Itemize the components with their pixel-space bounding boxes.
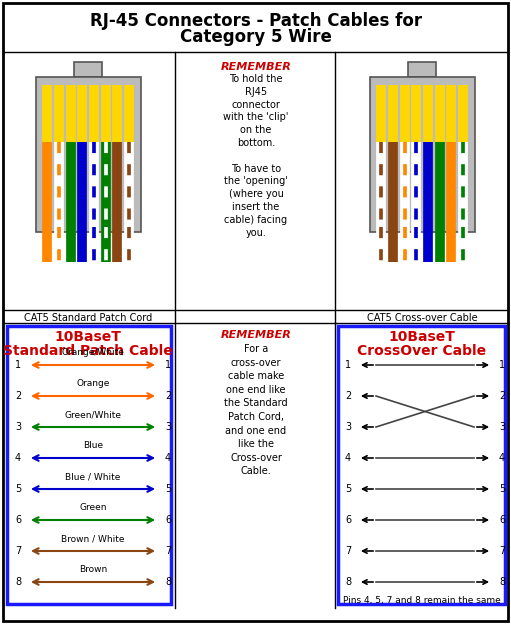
- Text: 5: 5: [165, 484, 171, 494]
- Text: Green: Green: [79, 503, 107, 512]
- Text: 5: 5: [345, 484, 351, 494]
- Bar: [338, 326, 505, 604]
- Bar: [7, 326, 171, 604]
- Text: To hold the
RJ45
connector
with the 'clip'
on the
bottom.

To have to
the 'openi: To hold the RJ45 connector with the 'cli…: [223, 74, 289, 238]
- Text: 7: 7: [165, 546, 171, 556]
- Text: REMEMBER: REMEMBER: [221, 62, 291, 72]
- Text: CAT5 Standard Patch Cord: CAT5 Standard Patch Cord: [24, 313, 152, 323]
- Text: 3: 3: [345, 422, 351, 432]
- Text: 4: 4: [499, 453, 505, 463]
- Text: 1: 1: [499, 360, 505, 370]
- Text: Blue / White: Blue / White: [65, 472, 121, 481]
- Text: Orange: Orange: [76, 379, 110, 388]
- Text: CAT5 Cross-over Cable: CAT5 Cross-over Cable: [367, 313, 477, 323]
- Text: 4: 4: [165, 453, 171, 463]
- Text: 7: 7: [345, 546, 351, 556]
- Bar: [408, 62, 436, 77]
- Text: 6: 6: [499, 515, 505, 525]
- Text: For a
cross-over
cable make
one end like
the Standard
Patch Cord,
and one end
li: For a cross-over cable make one end like…: [224, 344, 288, 476]
- Text: 5: 5: [499, 484, 505, 494]
- Bar: [35, 77, 141, 232]
- Text: 2: 2: [499, 391, 505, 401]
- Text: 4: 4: [15, 453, 21, 463]
- Text: 8: 8: [345, 577, 351, 587]
- Text: Pins 4, 5, 7 and 8 remain the same: Pins 4, 5, 7 and 8 remain the same: [343, 596, 501, 605]
- Text: Green/White: Green/White: [64, 410, 122, 419]
- Text: 8: 8: [499, 577, 505, 587]
- Text: 10BaseT: 10BaseT: [388, 330, 455, 344]
- Text: RJ-45 Connectors - Patch Cables for: RJ-45 Connectors - Patch Cables for: [90, 12, 422, 30]
- Text: 2: 2: [165, 391, 171, 401]
- Text: 2: 2: [15, 391, 21, 401]
- Text: 6: 6: [165, 515, 171, 525]
- Text: 6: 6: [15, 515, 21, 525]
- Text: 1: 1: [15, 360, 21, 370]
- Text: 7: 7: [15, 546, 21, 556]
- Text: 6: 6: [345, 515, 351, 525]
- Text: 1: 1: [345, 360, 351, 370]
- Text: 7: 7: [499, 546, 505, 556]
- Text: Brown: Brown: [79, 565, 107, 574]
- Text: Category 5 Wire: Category 5 Wire: [180, 28, 332, 46]
- Text: 8: 8: [165, 577, 171, 587]
- Text: Orange/White: Orange/White: [61, 348, 125, 357]
- Text: Standard Patch Cable: Standard Patch Cable: [3, 344, 173, 358]
- Text: 2: 2: [345, 391, 351, 401]
- Text: Brown / White: Brown / White: [61, 534, 125, 543]
- Text: 3: 3: [165, 422, 171, 432]
- Text: 4: 4: [345, 453, 351, 463]
- Text: 3: 3: [15, 422, 21, 432]
- Bar: [369, 77, 475, 232]
- Text: 1: 1: [165, 360, 171, 370]
- Text: 10BaseT: 10BaseT: [55, 330, 122, 344]
- Text: 5: 5: [15, 484, 21, 494]
- Bar: [74, 62, 102, 77]
- Text: 3: 3: [499, 422, 505, 432]
- Text: 8: 8: [15, 577, 21, 587]
- Text: REMEMBER: REMEMBER: [221, 330, 291, 340]
- Text: CrossOver Cable: CrossOver Cable: [357, 344, 486, 358]
- Text: Blue: Blue: [83, 441, 103, 450]
